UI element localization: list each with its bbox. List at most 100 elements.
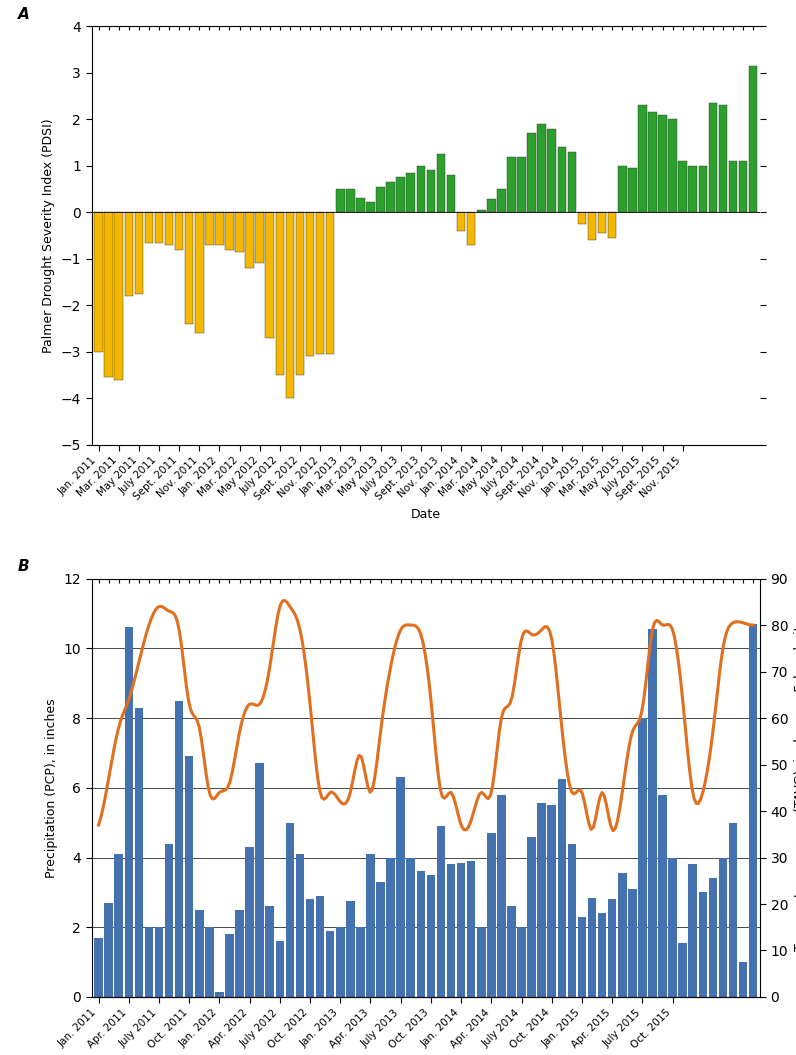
Bar — [598, 914, 607, 997]
Bar — [185, 212, 193, 324]
Bar — [527, 133, 536, 212]
Bar — [517, 927, 526, 997]
Bar — [225, 212, 234, 249]
Bar — [326, 212, 334, 354]
Bar — [598, 212, 607, 233]
Bar — [537, 124, 546, 212]
Bar — [115, 855, 123, 997]
Bar — [678, 161, 687, 212]
Bar — [145, 212, 153, 243]
Bar — [467, 212, 475, 245]
Bar — [266, 906, 274, 997]
Bar — [225, 935, 234, 997]
Bar — [145, 927, 153, 997]
Bar — [356, 927, 365, 997]
Bar — [266, 212, 274, 338]
Bar — [578, 212, 586, 224]
Bar — [548, 805, 556, 997]
Bar — [689, 864, 697, 997]
Bar — [568, 844, 576, 997]
Bar — [708, 103, 717, 212]
Bar — [115, 212, 123, 380]
Bar — [386, 858, 395, 997]
Bar — [608, 899, 616, 997]
Bar — [165, 844, 174, 997]
Y-axis label: Temperature average (TAVG), in degrees Fahrenheit: Temperature average (TAVG), in degrees F… — [794, 625, 796, 951]
Bar — [457, 212, 466, 231]
Bar — [154, 927, 163, 997]
Bar — [457, 863, 466, 997]
Bar — [336, 927, 345, 997]
Bar — [548, 129, 556, 212]
Bar — [447, 864, 455, 997]
Bar — [175, 212, 183, 249]
Text: B: B — [18, 559, 29, 574]
Bar — [537, 804, 546, 997]
Bar — [377, 187, 384, 212]
Bar — [447, 175, 455, 212]
Bar — [256, 212, 264, 264]
Bar — [437, 826, 445, 997]
Bar — [154, 212, 163, 243]
Bar — [275, 941, 284, 997]
Bar — [326, 931, 334, 997]
Bar — [587, 212, 596, 241]
Bar — [628, 889, 637, 997]
Bar — [336, 189, 345, 212]
Bar — [104, 212, 113, 378]
Bar — [396, 177, 405, 212]
Bar — [638, 106, 646, 212]
Bar — [477, 927, 486, 997]
Bar — [498, 189, 505, 212]
Bar — [195, 212, 204, 333]
Bar — [628, 168, 637, 212]
Bar — [638, 718, 646, 997]
Bar — [648, 629, 657, 997]
Bar — [306, 212, 314, 357]
Bar — [135, 708, 143, 997]
Bar — [437, 154, 445, 212]
Bar — [517, 156, 526, 212]
Bar — [507, 906, 516, 997]
Bar — [608, 212, 616, 237]
Bar — [708, 879, 717, 997]
Bar — [648, 113, 657, 212]
Bar — [286, 823, 295, 997]
Bar — [205, 212, 213, 245]
Bar — [669, 858, 677, 997]
Bar — [236, 212, 244, 252]
Bar — [587, 898, 596, 997]
Bar — [316, 896, 325, 997]
Y-axis label: Precipitation (PCP), in inches: Precipitation (PCP), in inches — [45, 698, 58, 878]
Bar — [104, 903, 113, 997]
Bar — [557, 148, 566, 212]
Bar — [165, 212, 174, 245]
Bar — [346, 901, 354, 997]
Bar — [739, 161, 747, 212]
Bar — [94, 938, 103, 997]
Bar — [377, 882, 384, 997]
Bar — [416, 871, 425, 997]
Bar — [719, 858, 728, 997]
Bar — [498, 794, 505, 997]
Bar — [366, 203, 375, 212]
Bar — [286, 212, 295, 398]
Bar — [407, 173, 415, 212]
Bar — [699, 893, 707, 997]
Bar — [728, 823, 737, 997]
Bar — [195, 909, 204, 997]
Bar — [215, 992, 224, 997]
Bar — [669, 119, 677, 212]
Bar — [306, 899, 314, 997]
Bar — [678, 943, 687, 997]
Bar — [256, 764, 264, 997]
Bar — [749, 624, 758, 997]
Bar — [618, 874, 626, 997]
Bar — [618, 166, 626, 212]
Bar — [205, 927, 213, 997]
Bar — [295, 855, 304, 997]
Bar — [487, 833, 496, 997]
Bar — [175, 701, 183, 997]
Bar — [658, 794, 667, 997]
Bar — [366, 855, 375, 997]
